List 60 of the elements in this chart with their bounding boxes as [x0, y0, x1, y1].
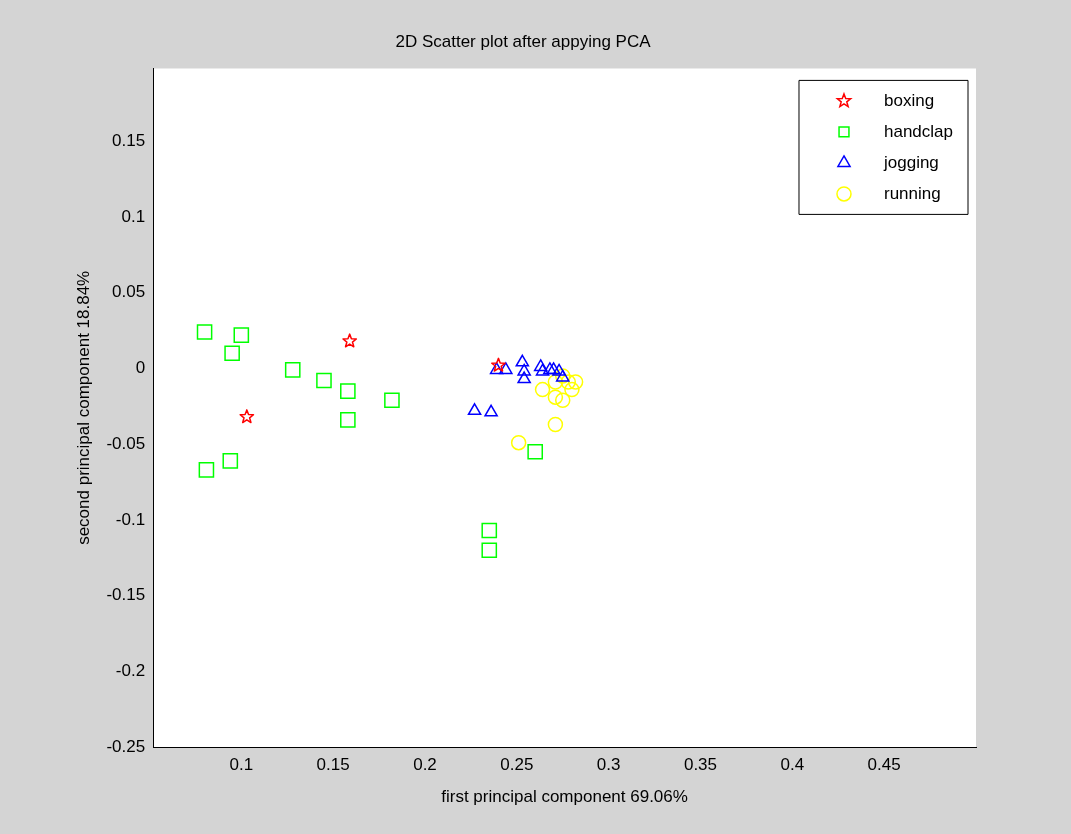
point	[384, 392, 400, 409]
point	[547, 389, 564, 405]
y-tick-label: -0.05	[106, 433, 146, 453]
point	[491, 357, 506, 372]
legend-label: boxing	[884, 90, 935, 110]
point	[527, 443, 544, 460]
x-tick-label: 0.25	[500, 755, 534, 775]
point	[342, 333, 358, 348]
y-axis-title: second principal component 18.84%	[73, 270, 93, 545]
point	[564, 381, 580, 398]
point	[498, 362, 513, 375]
point	[481, 522, 498, 539]
x-tick-label: 0.1	[229, 755, 254, 775]
chart-title: 2D Scatter plot after appying PCA	[395, 31, 652, 51]
x-tick-label: 0.4	[780, 755, 805, 775]
point	[489, 362, 504, 375]
legend-label: jogging	[883, 152, 939, 172]
point	[535, 363, 550, 376]
y-tick-label: -0.1	[115, 509, 146, 529]
point	[547, 416, 564, 433]
point	[196, 324, 213, 340]
point	[316, 372, 332, 389]
point	[198, 462, 215, 478]
point	[534, 381, 551, 398]
point	[233, 327, 250, 343]
point	[340, 383, 356, 399]
point	[560, 374, 576, 390]
point	[546, 362, 561, 375]
y-tick-label: -0.2	[115, 661, 146, 681]
point	[517, 371, 531, 384]
x-tick-label: 0.2	[413, 755, 437, 775]
point	[533, 359, 548, 372]
point	[543, 362, 557, 375]
x-tick-label: 0.35	[683, 755, 718, 775]
point	[467, 403, 482, 416]
y-tick-label: 0	[135, 358, 146, 378]
point	[567, 374, 584, 390]
point	[481, 542, 498, 559]
point	[554, 392, 571, 408]
y-tick-label: 0.15	[112, 130, 146, 150]
y-tick-label: -0.25	[106, 736, 146, 756]
legend-label: handclap	[884, 121, 954, 141]
x-tick-label: 0.15	[316, 755, 350, 775]
point	[515, 354, 530, 367]
point	[484, 404, 498, 417]
point	[224, 345, 240, 362]
point	[340, 412, 356, 428]
point	[517, 363, 531, 376]
x-tick-label: 0.3	[596, 755, 621, 775]
y-tick-label: 0.05	[112, 282, 146, 302]
point	[510, 434, 527, 451]
point	[222, 453, 239, 469]
x-tick-label: 0.45	[867, 755, 901, 775]
y-tick-label: 0.1	[121, 206, 146, 226]
legend-label: running	[884, 183, 941, 203]
x-axis-title: first principal component 69.06%	[441, 787, 688, 807]
point	[284, 362, 301, 378]
point	[239, 409, 255, 424]
y-tick-label: -0.15	[106, 585, 146, 605]
point	[552, 363, 566, 376]
